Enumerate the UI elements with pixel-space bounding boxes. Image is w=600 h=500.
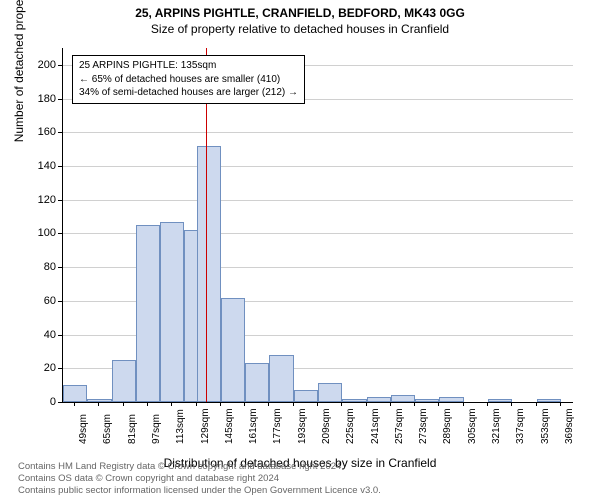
x-tick-label: 353sqm [540,408,551,444]
x-tick-mark [463,402,464,406]
footer-l3: Contains public sector information licen… [18,485,381,497]
y-tick-label: 160 [26,126,56,138]
annotation-box: 25 ARPINS PIGHTLE: 135sqm ← 65% of detac… [72,55,305,104]
histogram-bar [87,399,111,402]
x-tick-label: 177sqm [272,408,283,444]
x-tick-label: 81sqm [127,414,138,444]
annotation-l3: 34% of semi-detached houses are larger (… [79,86,298,100]
x-tick-mark [511,402,512,406]
histogram-bar [537,399,561,402]
histogram-bar [415,399,439,402]
chart-container: 25, ARPINS PIGHTLE, CRANFIELD, BEDFORD, … [0,0,600,500]
title-main: 25, ARPINS PIGHTLE, CRANFIELD, BEDFORD, … [0,0,600,20]
histogram-bar [112,360,136,402]
title-sub: Size of property relative to detached ho… [0,20,600,36]
x-tick-mark [147,402,148,406]
x-tick-label: 305sqm [467,408,478,444]
x-tick-mark [341,402,342,406]
x-tick-label: 49sqm [78,414,89,444]
x-tick-label: 289sqm [442,408,453,444]
histogram-bar [136,225,160,402]
footer-l2: Contains OS data © Crown copyright and d… [18,473,381,485]
x-tick-mark [171,402,172,406]
y-tick-label: 120 [26,194,56,206]
x-tick-mark [536,402,537,406]
x-tick-label: 337sqm [515,408,526,444]
x-tick-mark [98,402,99,406]
y-tick-label: 40 [26,329,56,341]
y-tick-mark [58,368,62,369]
gridline [63,200,573,201]
gridline [63,166,573,167]
x-tick-label: 65sqm [102,414,113,444]
x-tick-label: 321sqm [491,408,502,444]
x-tick-mark [366,402,367,406]
y-tick-label: 100 [26,227,56,239]
x-tick-label: 225sqm [345,408,356,444]
x-tick-mark [123,402,124,406]
x-tick-mark [390,402,391,406]
y-tick-label: 0 [26,396,56,408]
gridline [63,132,573,133]
y-tick-mark [58,132,62,133]
footer-attribution: Contains HM Land Registry data © Crown c… [18,461,381,497]
y-tick-label: 180 [26,93,56,105]
x-tick-label: 193sqm [297,408,308,444]
x-tick-label: 97sqm [151,414,162,444]
histogram-bar [391,395,415,402]
y-tick-mark [58,233,62,234]
y-tick-mark [58,402,62,403]
histogram-bar [221,298,245,403]
y-tick-mark [58,335,62,336]
y-tick-mark [58,200,62,201]
x-tick-mark [560,402,561,406]
footer-l1: Contains HM Land Registry data © Crown c… [18,461,381,473]
x-tick-mark [220,402,221,406]
x-tick-label: 113sqm [175,409,186,444]
histogram-bar [488,399,512,402]
y-tick-label: 80 [26,261,56,273]
x-tick-mark [244,402,245,406]
y-axis-label: Number of detached properties [12,0,26,142]
x-tick-mark [487,402,488,406]
histogram-bar [245,363,269,402]
x-tick-mark [74,402,75,406]
histogram-bar [269,355,293,402]
x-tick-mark [317,402,318,406]
x-tick-mark [196,402,197,406]
histogram-bar [160,222,184,402]
x-tick-label: 369sqm [564,408,575,444]
histogram-bar [63,385,87,402]
x-tick-mark [414,402,415,406]
y-tick-mark [58,166,62,167]
histogram-bar [294,390,318,402]
y-tick-mark [58,301,62,302]
histogram-bar [318,383,342,402]
y-tick-label: 20 [26,362,56,374]
histogram-bar [197,146,221,402]
x-tick-mark [293,402,294,406]
histogram-bar [367,397,391,402]
x-tick-label: 241sqm [370,408,381,444]
y-tick-label: 60 [26,295,56,307]
annotation-l1: 25 ARPINS PIGHTLE: 135sqm [79,59,298,73]
y-tick-label: 140 [26,160,56,172]
x-tick-label: 209sqm [321,408,332,444]
x-tick-label: 129sqm [200,408,211,444]
y-tick-mark [58,99,62,100]
x-tick-mark [438,402,439,406]
x-tick-mark [268,402,269,406]
x-tick-label: 161sqm [248,408,259,444]
y-tick-mark [58,65,62,66]
histogram-bar [342,399,366,402]
x-tick-label: 145sqm [224,408,235,444]
y-tick-mark [58,267,62,268]
histogram-bar [439,397,463,402]
y-tick-label: 200 [26,59,56,71]
x-tick-label: 257sqm [394,408,405,444]
x-tick-label: 273sqm [418,408,429,444]
annotation-l2: ← 65% of detached houses are smaller (41… [79,73,298,87]
